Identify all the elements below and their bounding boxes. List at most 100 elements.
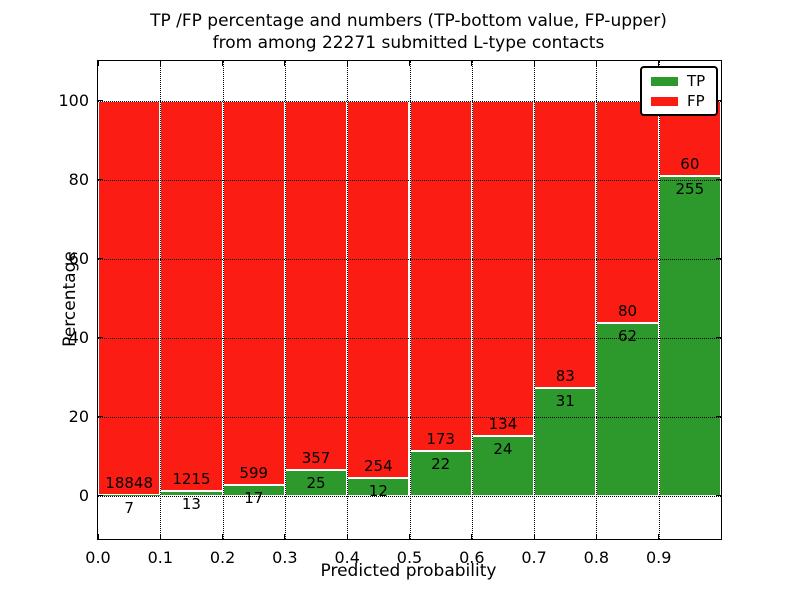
x-tick-label: 0.9	[645, 548, 672, 567]
legend-label-fp: FP	[687, 92, 705, 110]
y-tick-mark-right	[716, 495, 721, 497]
x-tick-label: 0.6	[459, 548, 485, 567]
x-tick-mark-top	[658, 61, 660, 66]
y-tick-mark-right	[716, 179, 721, 180]
tp-bar-segment	[658, 175, 721, 496]
x-tick-mark-top	[533, 61, 535, 66]
tp-count-label: 22	[431, 454, 451, 473]
tp-color-swatch	[651, 76, 678, 86]
y-tick-mark-right	[716, 337, 721, 339]
x-tick-label: 0.7	[521, 548, 547, 567]
y-tick-label: 40	[68, 327, 89, 347]
tp-count-label: 7	[124, 499, 134, 518]
fp-bar-segment	[347, 100, 410, 478]
fp-count-label: 173	[426, 429, 455, 448]
x-tick-mark-top	[595, 61, 597, 66]
legend: TP FP	[640, 66, 718, 116]
fp-count-label: 80	[617, 302, 638, 321]
fp-count-label: 60	[680, 154, 700, 173]
y-tick-label: 60	[68, 248, 89, 268]
v-gridline	[222, 61, 224, 539]
x-tick-mark	[595, 534, 597, 539]
tp-bar-segment	[409, 450, 472, 496]
x-tick-mark	[346, 534, 348, 539]
x-tick-mark	[284, 534, 286, 539]
v-gridline	[471, 61, 473, 539]
fp-bar-segment	[98, 100, 161, 496]
v-gridline	[534, 61, 536, 539]
x-tick-mark	[409, 534, 410, 539]
fp-bar-segment	[409, 100, 472, 451]
x-tick-mark-top	[159, 61, 161, 66]
v-gridline	[160, 61, 162, 539]
chart-title-line2: from among 22271 submitted L-type contac…	[212, 33, 605, 53]
fp-count-label: 1215	[172, 470, 211, 489]
fp-color-swatch	[651, 96, 678, 106]
y-tick-mark-right	[716, 416, 721, 418]
v-gridline	[596, 61, 598, 539]
fp-count-label: 134	[488, 414, 518, 433]
x-tick-mark	[222, 534, 224, 539]
legend-entry-tp: TP	[642, 73, 716, 89]
x-tick-mark-top	[409, 61, 410, 66]
x-tick-label: 0.1	[147, 548, 174, 567]
y-tick-label: 100	[58, 90, 89, 110]
fp-bar-segment	[284, 100, 348, 470]
tp-bar-segment	[534, 388, 597, 496]
y-tick-mark	[98, 100, 103, 101]
tp-count-label: 12	[368, 481, 388, 500]
x-tick-mark-top	[97, 61, 99, 66]
fp-bar-segment	[222, 100, 285, 485]
x-tick-label: 0.3	[272, 548, 298, 567]
x-tick-label: 0.4	[334, 548, 360, 567]
x-axis-label: Predicted probability	[320, 561, 497, 581]
x-tick-mark-top	[346, 61, 348, 66]
y-tick-label: 80	[68, 169, 89, 189]
y-tick-mark	[98, 495, 103, 497]
x-tick-mark-top	[222, 61, 224, 66]
tp-count-label: 24	[493, 439, 513, 458]
x-tick-mark-top	[284, 61, 286, 66]
y-tick-mark	[98, 337, 103, 339]
tp-count-label: 62	[617, 327, 638, 346]
v-gridline	[347, 61, 349, 539]
y-tick-label: 0	[78, 485, 89, 505]
x-tick-label: 0.0	[85, 548, 111, 567]
fp-count-label: 18848	[105, 474, 153, 493]
legend-label-tp: TP	[687, 72, 706, 90]
fp-count-label: 599	[239, 463, 269, 482]
chart-title-line1: TP /FP percentage and numbers (TP-bottom…	[150, 11, 667, 31]
y-tick-mark	[98, 258, 103, 260]
y-tick-mark-right	[716, 258, 721, 260]
x-tick-mark	[97, 534, 99, 539]
fp-bar-segment	[534, 100, 597, 389]
plot-area: TP FP 18848 7 1215 13 599 17 357 25 254 12 173 22 13…	[58, 60, 722, 567]
y-tick-label: 20	[68, 406, 89, 426]
tp-count-label: 13	[181, 495, 201, 514]
x-tick-label: 0.2	[209, 548, 236, 567]
tp-count-label: 31	[555, 392, 575, 411]
fp-bar-segment	[160, 100, 223, 492]
x-tick-mark	[159, 534, 161, 539]
x-tick-label: 0.5	[396, 548, 423, 567]
tp-bar-segment	[471, 435, 535, 496]
y-tick-mark	[98, 179, 103, 180]
fp-count-label: 254	[364, 456, 393, 475]
tp-bar-segment	[284, 469, 348, 496]
chart-title: TP /FP percentage and numbers (TP-bottom…	[97, 10, 720, 54]
x-tick-mark	[533, 534, 535, 539]
fp-bar-segment	[471, 100, 535, 436]
y-tick-mark	[98, 416, 103, 418]
x-tick-mark-top	[471, 61, 473, 66]
v-gridline	[284, 61, 286, 539]
legend-entry-fp: FP	[642, 93, 716, 109]
tp-count-label: 17	[244, 488, 264, 507]
x-tick-label: 0.8	[583, 548, 610, 567]
x-tick-mark	[471, 534, 473, 539]
tp-bar-segment	[596, 323, 659, 496]
fp-count-label: 83	[555, 367, 575, 386]
x-tick-mark	[658, 534, 660, 539]
tp-count-label: 255	[675, 179, 705, 198]
y-tick-mark-right	[716, 100, 721, 101]
